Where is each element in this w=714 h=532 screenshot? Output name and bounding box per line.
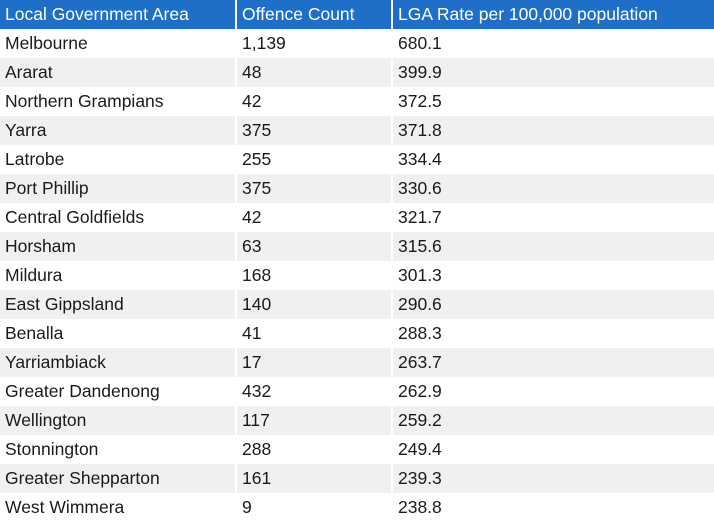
- cell-offence-count: 168: [236, 261, 393, 290]
- table-row: Greater Dandenong 432 262.9: [0, 377, 714, 406]
- cell-lga-rate: 334.4: [398, 149, 442, 169]
- table-row: Latrobe 255 334.4: [0, 145, 714, 174]
- table-row: West Wimmera 9 238.8: [0, 493, 714, 522]
- cell-lga-rate: 371.8: [392, 116, 714, 145]
- table-row: Benalla 41 288.3: [0, 319, 714, 348]
- table-row: Yarra 375 371.8: [0, 116, 714, 145]
- cell-offence-count: 140: [236, 290, 393, 319]
- cell-lga: Northern Grampians: [0, 87, 237, 116]
- cell-lga-rate: 399.9: [392, 58, 714, 87]
- cell-offence-count: 375: [236, 174, 393, 203]
- table-row: Horsham 63 315.6: [0, 232, 714, 261]
- cell-offence-count: 63: [236, 232, 393, 261]
- table-row: Ararat 48 399.9: [0, 58, 714, 87]
- table-row: East Gippsland 140 290.6: [0, 290, 714, 319]
- table-row: Central Goldfields 42 321.7: [0, 203, 714, 232]
- cell-offence-count: 48: [236, 58, 393, 87]
- column-header-lga-rate: LGA Rate per 100,000 population: [392, 0, 714, 30]
- cell-lga-rate: 239.3: [392, 464, 714, 493]
- cell-lga: Yarriambiack: [0, 348, 237, 377]
- header-row: Local Government Area Offence Count LGA …: [0, 0, 714, 30]
- cell-offence-count: 161: [236, 464, 393, 493]
- cell-lga-rate: 259.2: [392, 406, 714, 435]
- table-row: Port Phillip 375 330.6: [0, 174, 714, 203]
- table-header: Local Government Area Offence Count LGA …: [0, 0, 714, 30]
- cell-lga: Melbourne: [0, 29, 237, 58]
- cell-lga: Greater Shepparton: [0, 464, 237, 493]
- cell-offence-count: 117: [236, 406, 393, 435]
- cell-lga: Wellington: [0, 406, 237, 435]
- table-row: Stonnington 288 249.4: [0, 435, 714, 464]
- table-row: Yarriambiack 17 263.7: [0, 348, 714, 377]
- cell-lga: Mildura: [0, 261, 237, 290]
- cell-lga: Port Phillip: [0, 174, 237, 203]
- cell-lga-rate: 290.6: [392, 290, 714, 319]
- cell-lga: Ararat: [0, 58, 237, 87]
- cell-lga: Greater Dandenong: [0, 377, 237, 406]
- cell-lga-rate: 680.1: [398, 33, 442, 54]
- cell-offence-count: 42: [236, 203, 393, 232]
- cell-lga: Horsham: [0, 232, 237, 261]
- cell-lga-rate: 263.7: [392, 348, 714, 377]
- cell-lga-rate: 288.3: [398, 323, 442, 343]
- cell-lga: East Gippsland: [0, 290, 237, 319]
- cell-lga-rate: 262.9: [398, 381, 442, 401]
- column-header-lga: Local Government Area: [0, 0, 237, 30]
- table-row: Greater Shepparton 161 239.3: [0, 464, 714, 493]
- table-body: Melbourne 1,139 680.1 Ararat 48 399.9 Northern…: [0, 29, 714, 522]
- cell-offence-count: 17: [236, 348, 393, 377]
- cell-lga: Latrobe: [0, 145, 237, 174]
- table-row: Northern Grampians 42 372.5: [0, 87, 714, 116]
- cell-offence-count: 1,139: [236, 29, 393, 58]
- table-row: Wellington 117 259.2: [0, 406, 714, 435]
- cell-offence-count: 255: [236, 145, 393, 174]
- cell-lga: West Wimmera: [0, 493, 237, 522]
- cell-offence-count: 288: [236, 435, 393, 464]
- cell-lga-rate: 315.6: [392, 232, 714, 261]
- cell-offence-count: 42: [236, 87, 393, 116]
- table-row: Mildura 168 301.3: [0, 261, 714, 290]
- cell-lga-rate: 249.4: [398, 439, 442, 459]
- cell-offence-count: 41: [236, 319, 393, 348]
- cell-lga: Stonnington: [0, 435, 237, 464]
- column-header-offence-count: Offence Count: [236, 0, 393, 30]
- cell-lga-rate: 301.3: [398, 265, 442, 285]
- cell-offence-count: 375: [236, 116, 393, 145]
- cell-lga: Yarra: [0, 116, 237, 145]
- cell-lga-rate: 372.5: [398, 91, 442, 111]
- cell-lga-rate: 321.7: [398, 207, 442, 227]
- cell-offence-count: 9: [236, 493, 393, 522]
- cell-lga-rate: 238.8: [398, 497, 442, 517]
- table-row: Melbourne 1,139 680.1: [0, 29, 714, 58]
- cell-lga-rate: 330.6: [392, 174, 714, 203]
- cell-lga: Benalla: [0, 319, 237, 348]
- cell-lga: Central Goldfields: [0, 203, 237, 232]
- cell-offence-count: 432: [236, 377, 393, 406]
